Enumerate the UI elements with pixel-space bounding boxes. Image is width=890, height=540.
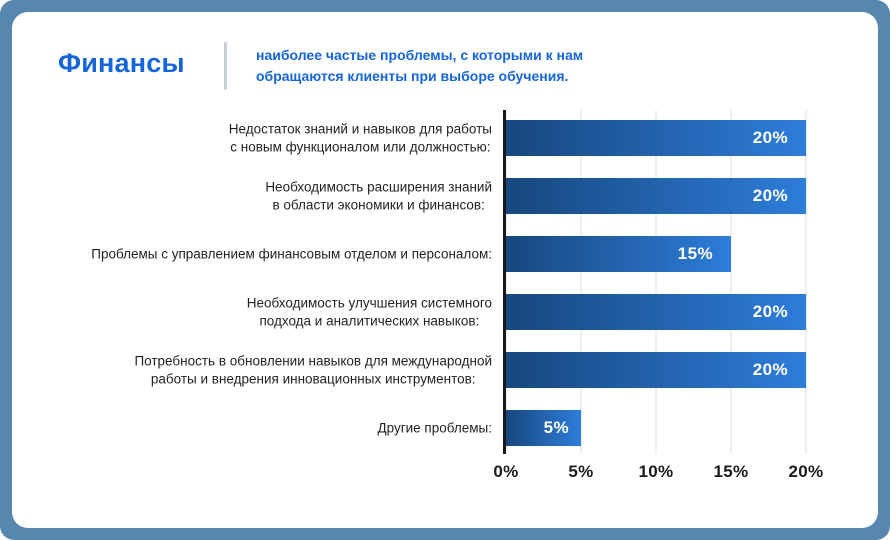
bar: 5% xyxy=(506,410,581,446)
gridline xyxy=(655,110,657,454)
category-label: Недостаток знаний и навыков для работы с … xyxy=(229,121,492,156)
page-subtitle: наиболее частые проблемы, с которыми к н… xyxy=(256,47,584,84)
bar: 20% xyxy=(506,120,806,156)
category-label: Необходимость улучшения системного подход… xyxy=(247,295,492,330)
category-label-line: подхода и аналитических навыков: xyxy=(259,313,480,328)
category-label-line: Недостаток знаний и навыков для работы xyxy=(228,121,492,137)
x-tick-label: 10% xyxy=(638,462,674,481)
category-label-line: с новым функционалом или должностью: xyxy=(230,139,491,154)
category-label: Другие проблемы: xyxy=(377,419,492,437)
bar: 20% xyxy=(506,294,806,330)
category-label-line: Необходимость расширения знаний xyxy=(265,179,492,195)
header-divider xyxy=(224,42,227,90)
page-title: Финансы xyxy=(58,48,185,78)
category-label-line: в области экономики и финансов: xyxy=(272,197,485,212)
category-label: Потребность в обновлении навыков для меж… xyxy=(134,353,492,388)
category-label-line: Потребность в обновлении навыков для меж… xyxy=(134,353,492,369)
bar-value-label: 20% xyxy=(752,360,788,379)
bar: 20% xyxy=(506,178,806,214)
card: Финансы наиболее частые проблемы, с кото… xyxy=(12,12,878,528)
y-axis-line xyxy=(503,110,506,454)
x-tick-label: 5% xyxy=(568,462,594,481)
bar-value-label: 15% xyxy=(677,244,713,263)
category-label-line: Необходимость улучшения системного xyxy=(246,295,492,311)
category-label-line: Другие проблемы: xyxy=(377,420,492,436)
category-label: Проблемы с управлением финансовым отдело… xyxy=(91,245,492,263)
bar-value-label: 5% xyxy=(543,418,569,437)
category-label: Необходимость расширения знаний в области… xyxy=(265,179,492,214)
bar-value-label: 20% xyxy=(752,128,788,147)
category-label-line: Проблемы с управлением финансовым отдело… xyxy=(91,246,492,262)
gridline xyxy=(580,110,582,454)
bar: 20% xyxy=(506,352,806,388)
category-label-line: работы и внедрения инновационных инструм… xyxy=(150,371,476,386)
gridline xyxy=(505,110,507,454)
gridline xyxy=(730,110,732,454)
bar-chart: 0% 5% 10% 15% 20% Недостаток знаний и навыков… xyxy=(12,12,878,528)
gridline xyxy=(805,110,807,454)
x-tick-label: 15% xyxy=(713,462,749,481)
bar-value-label: 20% xyxy=(752,186,788,205)
x-tick-label: 0% xyxy=(493,462,519,481)
x-tick-label: 20% xyxy=(788,462,824,481)
bar-value-label: 20% xyxy=(752,302,788,321)
bar: 15% xyxy=(506,236,731,272)
